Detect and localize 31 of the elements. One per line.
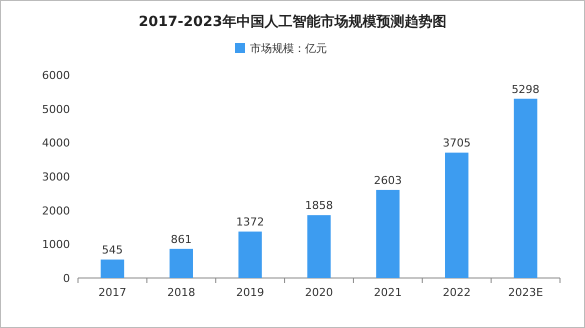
bar — [170, 248, 193, 278]
x-tick-label: 2017 — [98, 286, 126, 299]
data-label: 3705 — [442, 136, 471, 150]
data-label: 1858 — [305, 199, 333, 212]
bar — [445, 152, 468, 278]
data-label: 545 — [102, 244, 123, 257]
x-tick-label: 2022 — [442, 286, 471, 299]
y-tick-label: 1000 — [42, 238, 70, 252]
bar — [514, 98, 538, 278]
x-tick-label: 2023E — [508, 286, 544, 299]
y-tick-label: 0 — [63, 272, 70, 285]
bar — [376, 190, 400, 278]
data-label: 861 — [170, 232, 192, 246]
data-label: 2603 — [374, 174, 402, 187]
y-tick-label: 2000 — [42, 204, 70, 218]
bar — [307, 215, 331, 278]
legend: 市场规模：亿元 — [235, 42, 327, 55]
x-tick-label: 2020 — [305, 286, 333, 299]
chart-title: 2017-2023年中国人工智能市场规模预测趋势图 — [138, 13, 446, 30]
x-tick-label: 2021 — [374, 286, 402, 299]
y-tick-label: 3000 — [42, 170, 70, 184]
legend-label: 市场规模：亿元 — [250, 42, 327, 55]
bar — [238, 232, 262, 278]
y-tick-label: 4000 — [42, 136, 70, 150]
data-label: 5298 — [512, 82, 540, 96]
y-tick-label: 5000 — [42, 102, 70, 116]
bar — [100, 260, 124, 278]
y-tick-label: 6000 — [42, 69, 70, 82]
x-tick-label: 2018 — [167, 286, 196, 299]
data-label: 1372 — [236, 216, 264, 229]
x-tick-label: 2019 — [236, 286, 264, 299]
